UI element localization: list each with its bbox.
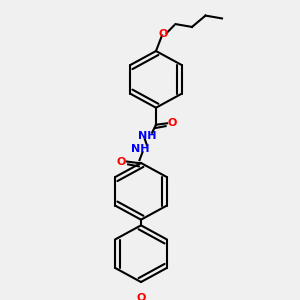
Text: O: O <box>159 29 168 39</box>
Text: O: O <box>167 118 177 128</box>
Text: NH: NH <box>131 144 149 154</box>
Text: O: O <box>136 292 146 300</box>
Text: NH: NH <box>138 131 156 141</box>
Text: O: O <box>117 157 126 166</box>
